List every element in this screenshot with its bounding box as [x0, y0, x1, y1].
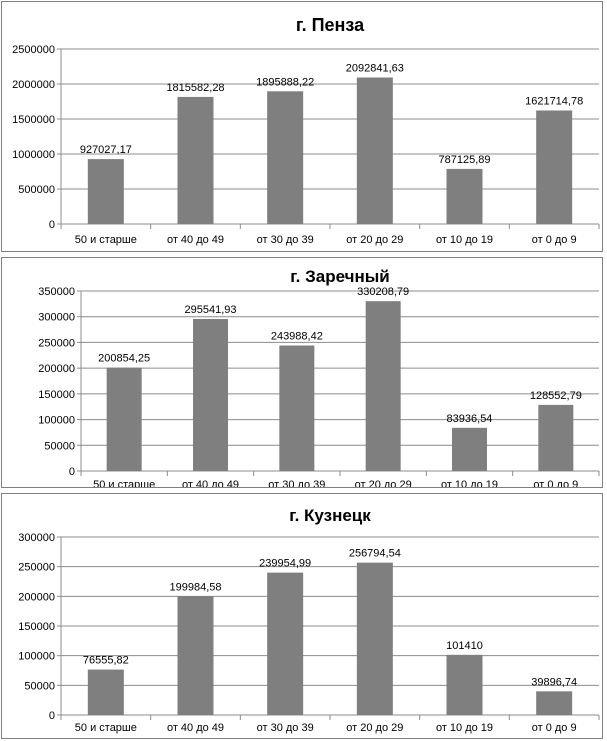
chart-svg-zarechny: г. Заречный 0 50000 100000 150000 200000 25000…: [38, 267, 600, 487]
y-tick-label: 200000: [38, 363, 75, 375]
y-tick-label: 50000: [44, 440, 75, 452]
bar-kuznetsk-3: [356, 562, 393, 715]
x-tick-label: от 20 до 29: [346, 234, 403, 246]
data-label: 787125,89: [439, 154, 491, 166]
x-tick-label: от 40 до 49: [167, 722, 224, 734]
bar-penza-4: [446, 168, 483, 224]
data-label: 256794,54: [349, 548, 401, 560]
bar-zarechny-1: [193, 319, 228, 471]
chart-svg-penza: г. Пенза 0 500000 1000000 1500000 2000000 2500…: [12, 15, 600, 246]
x-tick-label: от 30 до 39: [257, 234, 314, 246]
bar-zarechny-4: [452, 427, 487, 471]
bar-penza-3: [356, 77, 393, 224]
bar-kuznetsk-0: [87, 669, 124, 715]
bar-kuznetsk-5: [536, 691, 573, 715]
x-tick-label: 50 и старше: [75, 234, 137, 246]
y-tick-label: 0: [69, 466, 75, 478]
x-tick-label: от 0 до 9: [532, 722, 577, 734]
bar-kuznetsk-4: [446, 654, 483, 715]
chart-title-kuznetsk: г. Кузнецк: [289, 506, 371, 525]
x-tick-label: от 10 до 19: [441, 479, 498, 487]
y-tick-label: 300000: [18, 532, 55, 544]
data-label: 200854,25: [98, 353, 150, 365]
x-tick-label: от 0 до 9: [533, 479, 578, 487]
data-label: 76555,82: [83, 655, 129, 667]
bar-kuznetsk-2: [267, 572, 304, 715]
y-tick-label: 150000: [38, 389, 75, 401]
y-tick-label: 200000: [18, 591, 55, 603]
chart-title-penza: г. Пенза: [296, 15, 365, 35]
y-tick-label: 0: [49, 710, 55, 722]
y-tick-label: 100000: [38, 415, 75, 427]
data-label: 330208,79: [357, 286, 409, 298]
y-tick-label: 0: [49, 219, 55, 231]
x-tick-label: 50 и старше: [75, 722, 137, 734]
data-label: 101410: [446, 640, 483, 652]
chart-svg-kuznetsk: г. Кузнецк 0 50000 100000 150000 200000 250000…: [18, 506, 600, 734]
chart-panel-kuznetsk: г. Кузнецк 0 50000 100000 150000 200000 250000…: [1, 493, 603, 739]
bar-zarechny-2: [279, 345, 315, 471]
data-label: 1815582,28: [166, 82, 224, 94]
data-label: 1621714,78: [525, 95, 583, 107]
x-tick-label: от 30 до 39: [268, 479, 325, 487]
data-label: 1895888,22: [256, 76, 314, 88]
data-label: 83936,54: [447, 413, 493, 425]
y-tick-label: 300000: [38, 312, 75, 324]
y-tick-label: 2500000: [12, 44, 55, 56]
x-tick-label: от 30 до 39: [257, 722, 314, 734]
data-label: 239954,99: [259, 558, 311, 570]
x-tick-label: от 0 до 9: [532, 234, 577, 246]
data-label: 243988,42: [271, 331, 323, 343]
y-tick-label: 50000: [24, 680, 55, 692]
chart-title-zarechny: г. Заречный: [290, 267, 389, 286]
y-tick-label: 350000: [38, 286, 75, 298]
data-label: 199984,58: [170, 581, 222, 593]
x-tick-label: 50 и старше: [93, 479, 155, 487]
bar-penza-2: [267, 91, 304, 224]
y-tick-label: 2000000: [12, 79, 55, 91]
y-tick-label: 250000: [38, 337, 75, 349]
x-tick-label: от 20 до 29: [346, 722, 403, 734]
y-tick-label: 100000: [18, 651, 55, 663]
data-label: 39896,74: [531, 676, 577, 688]
x-tick-label: от 10 до 19: [436, 722, 493, 734]
y-tick-label: 1500000: [12, 114, 55, 126]
chart-panel-penza: г. Пенза 0 500000 1000000 1500000 2000000 2500…: [1, 1, 603, 252]
data-label: 128552,79: [530, 390, 582, 402]
data-label: 927027,17: [80, 144, 132, 156]
bar-penza-5: [536, 110, 573, 224]
y-tick-label: 500000: [18, 184, 55, 196]
y-tick-label: 1000000: [12, 149, 55, 161]
data-label: 295541,93: [185, 304, 237, 316]
x-tick-label: от 20 до 29: [355, 479, 412, 487]
bar-penza-1: [177, 96, 214, 224]
bar-zarechny-3: [365, 301, 401, 471]
y-tick-label: 250000: [18, 562, 55, 574]
bar-penza-0: [87, 159, 124, 224]
y-tick-label: 150000: [18, 621, 55, 633]
chart-panel-zarechny: г. Заречный 0 50000 100000 150000 200000 25000…: [1, 257, 603, 488]
x-tick-label: от 10 до 19: [436, 234, 493, 246]
bar-zarechny-5: [538, 404, 574, 471]
bar-kuznetsk-1: [177, 596, 214, 715]
x-tick-label: от 40 до 49: [182, 479, 239, 487]
x-tick-label: от 40 до 49: [167, 234, 224, 246]
bar-zarechny-0: [106, 367, 142, 471]
data-label: 2092841,63: [346, 63, 404, 75]
